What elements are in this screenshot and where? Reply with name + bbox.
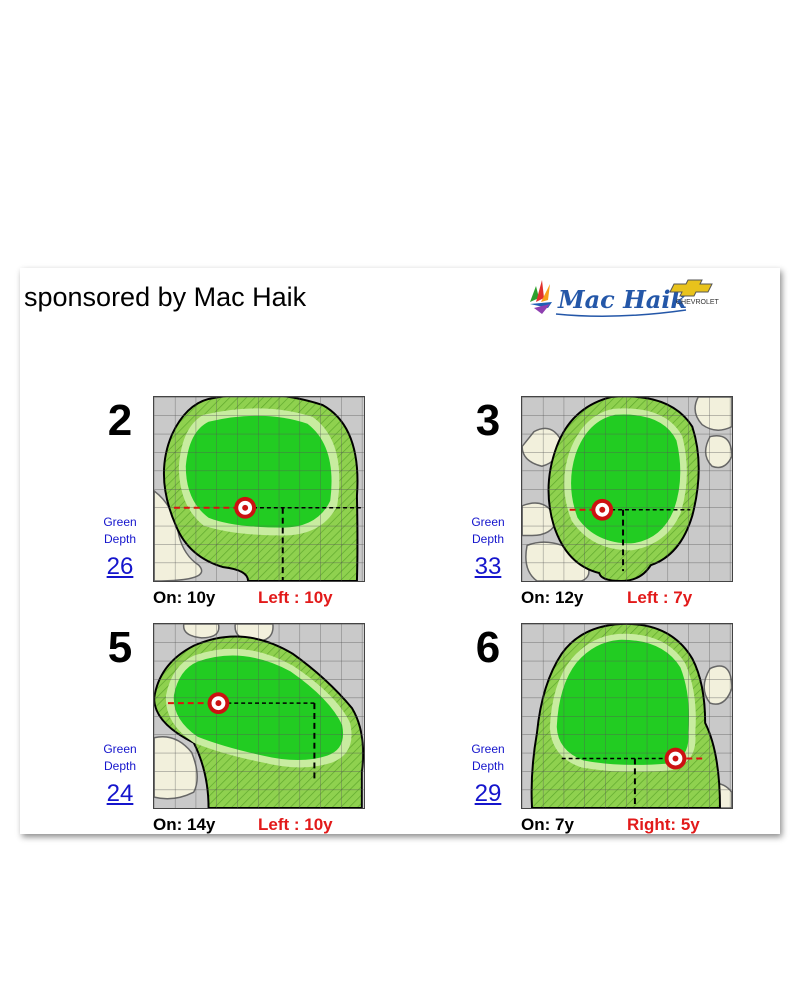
green-map — [521, 396, 733, 582]
depth-link[interactable]: 26 — [106, 553, 134, 580]
pin-target-icon — [664, 747, 687, 770]
depth-link[interactable]: 24 — [106, 780, 134, 807]
on-distance: On: 10y — [153, 588, 216, 607]
logo-brand-text: Mac Haik — [557, 285, 687, 314]
logo-sub-text: CHEVROLET — [676, 299, 720, 306]
hole-number: 2 — [107, 396, 133, 445]
chevrolet-bowtie-icon — [669, 279, 713, 297]
hole-number: 5 — [107, 623, 133, 672]
depth-caption: Green Depth — [471, 515, 505, 546]
green-map — [521, 623, 733, 809]
hole-2-panel: 2 Green Depth 26 — [90, 396, 450, 626]
on-distance: On: 7y — [521, 815, 574, 834]
on-distance: On: 14y — [153, 815, 216, 834]
green-map — [153, 623, 365, 809]
hole-5-panel: 5 Green Depth 24 — [90, 623, 450, 853]
green-map — [153, 396, 365, 582]
hole-3-panel: 3 Green Depth 33 — [458, 396, 800, 626]
depth-link[interactable]: 33 — [474, 553, 502, 580]
hole-number: 6 — [475, 623, 501, 672]
flame-icon — [530, 280, 552, 314]
pin-target-icon — [234, 496, 257, 519]
mac-haik-logo: Mac Haik CHEVROLET — [530, 279, 720, 317]
side-distance: Right: 5y — [627, 815, 700, 834]
side-distance: Left : 7y — [627, 588, 693, 607]
pin-target-icon — [207, 692, 230, 715]
hole-6-panel: 6 Green Depth 29 — [458, 623, 800, 853]
side-distance: Left : 10y — [258, 815, 333, 834]
pin-target-icon — [591, 498, 614, 521]
depth-caption: Green Depth — [103, 515, 137, 546]
depth-link[interactable]: 29 — [474, 780, 502, 807]
side-distance: Left : 10y — [258, 588, 333, 607]
pin-sheet: sponsored by Mac Haik Mac Haik CHEVROLET… — [20, 268, 780, 834]
depth-caption: Green Depth — [471, 742, 505, 773]
on-distance: On: 12y — [521, 588, 584, 607]
depth-caption: Green Depth — [103, 742, 137, 773]
hole-number: 3 — [475, 396, 501, 445]
sponsor-title: sponsored by Mac Haik — [24, 282, 307, 312]
